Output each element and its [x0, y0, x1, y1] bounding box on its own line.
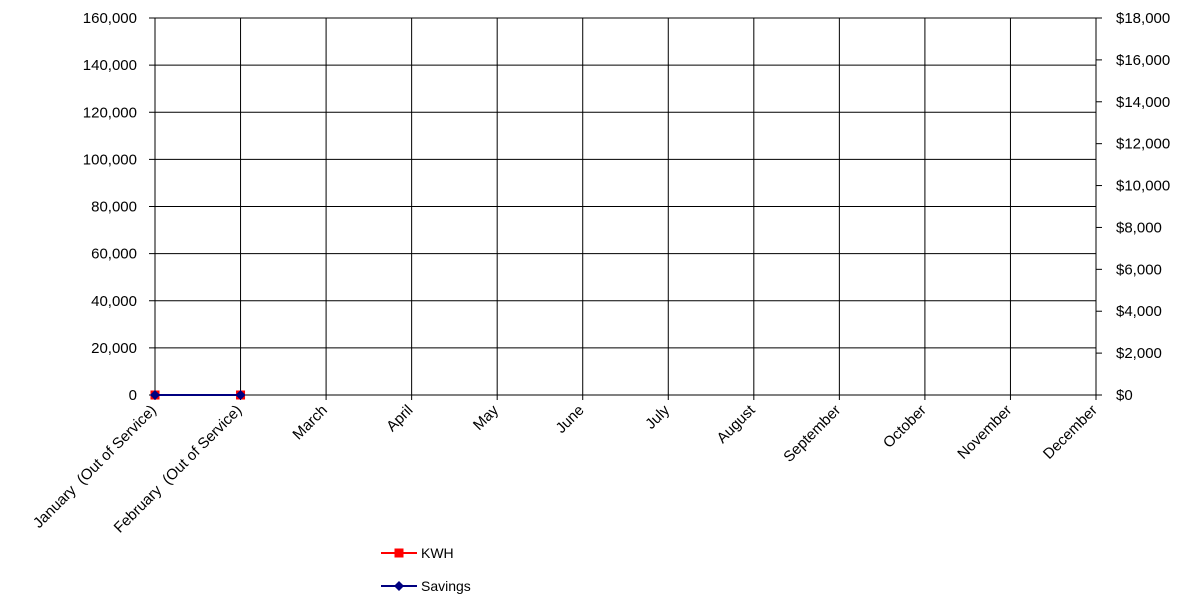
y-right-tick-label: $8,000 [1116, 219, 1162, 236]
y-right-tick-label: $10,000 [1116, 178, 1170, 195]
y-right-tick-label: $16,000 [1116, 52, 1170, 69]
y-right-tick-label: $18,000 [1116, 10, 1170, 27]
x-tick-label: December [1040, 402, 1101, 463]
legend-label-kwh: KWH [421, 545, 454, 561]
x-tick-label: March [289, 402, 330, 443]
y-right-tick-label: $0 [1116, 387, 1133, 404]
y-left-tick-label: 120,000 [83, 104, 137, 121]
y-left-tick-label: 0 [129, 387, 137, 404]
y-left-tick-label: 100,000 [83, 151, 137, 168]
y-right-tick-label: $12,000 [1116, 136, 1170, 153]
data-point-savings [150, 390, 160, 400]
y-left-tick-label: 20,000 [91, 340, 137, 357]
x-tick-label: June [553, 402, 588, 437]
axes-layer: 0 20,000 40,000 60,000 80,000 100,000 120,000 1… [30, 10, 1170, 536]
legend-label-savings: Savings [421, 578, 471, 594]
y-right-tick-label: $14,000 [1116, 94, 1170, 111]
y-left-tick-label: 80,000 [91, 199, 137, 216]
series-layer [150, 390, 246, 400]
legend-marker-savings [394, 581, 404, 591]
x-tick-label: November [954, 402, 1015, 463]
x-tick-label: October [880, 402, 930, 452]
y-right-tick-label: $2,000 [1116, 345, 1162, 362]
y-left-tick-label: 40,000 [91, 293, 137, 310]
grid-layer [154, 17, 1097, 396]
legend-marker-kwh [394, 548, 404, 558]
x-tick-label: September [780, 402, 844, 466]
y-left-tick-label: 140,000 [83, 57, 137, 74]
y-right-tick-label: $4,000 [1116, 303, 1162, 320]
y-left-tick-label: 60,000 [91, 246, 137, 263]
x-tick-label: April [383, 402, 416, 435]
x-tick-label: May [470, 401, 502, 433]
x-tick-label: July [642, 401, 673, 432]
x-tick-label: August [714, 401, 760, 447]
legend: KWH Savings [381, 545, 471, 594]
y-right-tick-label: $6,000 [1116, 261, 1162, 278]
y-left-tick-label: 160,000 [83, 10, 137, 27]
data-point-savings [235, 390, 246, 400]
